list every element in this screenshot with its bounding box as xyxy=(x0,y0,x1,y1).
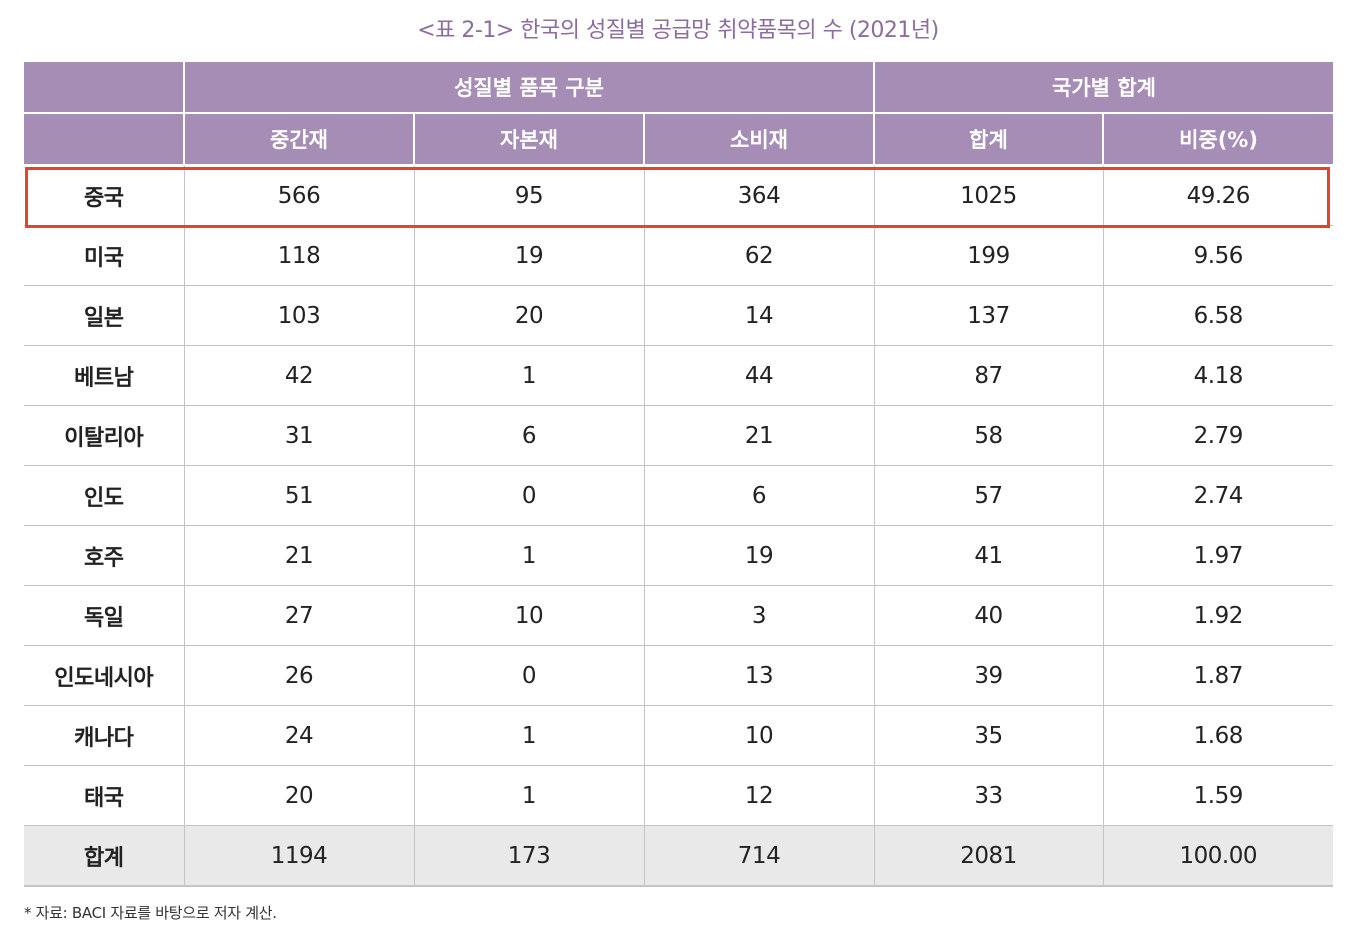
country-cell: 캐나다 xyxy=(24,705,185,766)
consumer-cell: 13 xyxy=(644,645,875,706)
intermediate-cell: 103 xyxy=(184,285,415,346)
consumer-cell: 3 xyxy=(644,585,875,646)
consumer-cell: 44 xyxy=(644,345,875,406)
share-cell: 1.97 xyxy=(1103,525,1334,586)
country-cell: 미국 xyxy=(24,225,185,286)
total-consumer-cell: 714 xyxy=(644,825,875,887)
share-cell: 1.68 xyxy=(1103,705,1334,766)
header-consumer: 소비재 xyxy=(644,113,875,166)
country-cell: 중국 xyxy=(24,165,185,226)
share-cell: 1.92 xyxy=(1103,585,1334,646)
header-group-by-country: 국가별 합계 xyxy=(874,62,1334,114)
capital-cell: 19 xyxy=(414,225,645,286)
capital-cell: 10 xyxy=(414,585,645,646)
share-cell: 6.58 xyxy=(1103,285,1334,346)
share-cell: 1.59 xyxy=(1103,765,1334,826)
consumer-cell: 10 xyxy=(644,705,875,766)
table-row: 미국 118 19 62 199 9.56 xyxy=(24,225,1334,286)
total-cell: 1025 xyxy=(874,165,1104,226)
total-cell: 40 xyxy=(874,585,1104,646)
total-capital-cell: 173 xyxy=(414,825,645,887)
country-cell: 일본 xyxy=(24,285,185,346)
share-cell: 49.26 xyxy=(1103,165,1334,226)
capital-cell: 1 xyxy=(414,705,645,766)
data-table: 성질별 품목 구분 국가별 합계 중간재 자본재 소비재 합계 비중(%) 중국… xyxy=(24,62,1334,887)
total-cell: 41 xyxy=(874,525,1104,586)
table-row: 인도네시아 26 0 13 39 1.87 xyxy=(24,645,1334,706)
total-row: 합계 1194 173 714 2081 100.00 xyxy=(24,825,1334,887)
country-cell: 이탈리아 xyxy=(24,405,185,466)
country-cell: 인도네시아 xyxy=(24,645,185,706)
consumer-cell: 6 xyxy=(644,465,875,526)
capital-cell: 1 xyxy=(414,345,645,406)
intermediate-cell: 27 xyxy=(184,585,415,646)
total-cell: 87 xyxy=(874,345,1104,406)
intermediate-cell: 118 xyxy=(184,225,415,286)
consumer-cell: 12 xyxy=(644,765,875,826)
total-cell: 39 xyxy=(874,645,1104,706)
header-corner-lower xyxy=(24,113,185,166)
table-row: 중국 566 95 364 1025 49.26 xyxy=(24,165,1334,226)
intermediate-cell: 566 xyxy=(184,165,415,226)
consumer-cell: 14 xyxy=(644,285,875,346)
total-intermediate-cell: 1194 xyxy=(184,825,415,887)
total-cell: 35 xyxy=(874,705,1104,766)
capital-cell: 1 xyxy=(414,765,645,826)
table-row: 호주 21 1 19 41 1.97 xyxy=(24,525,1334,586)
consumer-cell: 364 xyxy=(644,165,875,226)
country-cell: 태국 xyxy=(24,765,185,826)
source-note: * 자료: BACI 자료를 바탕으로 저자 계산. xyxy=(24,904,277,922)
table-caption: <표 2-1> 한국의 성질별 공급망 취약품목의 수 (2021년) xyxy=(417,18,939,43)
share-cell: 2.79 xyxy=(1103,405,1334,466)
table-row: 이탈리아 31 6 21 58 2.79 xyxy=(24,405,1334,466)
header-row-columns: 중간재 자본재 소비재 합계 비중(%) xyxy=(24,113,1334,166)
table-row: 태국 20 1 12 33 1.59 xyxy=(24,765,1334,826)
intermediate-cell: 26 xyxy=(184,645,415,706)
share-cell: 4.18 xyxy=(1103,345,1334,406)
capital-cell: 20 xyxy=(414,285,645,346)
header-share: 비중(%) xyxy=(1103,113,1334,166)
header-corner xyxy=(24,62,185,114)
table-row: 일본 103 20 14 137 6.58 xyxy=(24,285,1334,346)
total-cell: 58 xyxy=(874,405,1104,466)
consumer-cell: 19 xyxy=(644,525,875,586)
total-share-cell: 100.00 xyxy=(1103,825,1334,887)
intermediate-cell: 24 xyxy=(184,705,415,766)
table-row: 독일 27 10 3 40 1.92 xyxy=(24,585,1334,646)
intermediate-cell: 20 xyxy=(184,765,415,826)
share-cell: 2.74 xyxy=(1103,465,1334,526)
capital-cell: 95 xyxy=(414,165,645,226)
header-total: 합계 xyxy=(874,113,1104,166)
country-cell: 독일 xyxy=(24,585,185,646)
consumer-cell: 62 xyxy=(644,225,875,286)
country-cell: 인도 xyxy=(24,465,185,526)
total-cell: 199 xyxy=(874,225,1104,286)
total-total-cell: 2081 xyxy=(874,825,1104,887)
header-row-group: 성질별 품목 구분 국가별 합계 xyxy=(24,62,1334,114)
header-capital: 자본재 xyxy=(414,113,645,166)
intermediate-cell: 42 xyxy=(184,345,415,406)
header-intermediate: 중간재 xyxy=(184,113,415,166)
header-group-by-type: 성질별 품목 구분 xyxy=(184,62,875,114)
total-cell: 57 xyxy=(874,465,1104,526)
total-cell: 137 xyxy=(874,285,1104,346)
country-cell: 베트남 xyxy=(24,345,185,406)
table-row: 인도 51 0 6 57 2.74 xyxy=(24,465,1334,526)
capital-cell: 0 xyxy=(414,465,645,526)
total-label-cell: 합계 xyxy=(24,825,185,887)
country-cell: 호주 xyxy=(24,525,185,586)
table-row: 캐나다 24 1 10 35 1.68 xyxy=(24,705,1334,766)
table-row: 베트남 42 1 44 87 4.18 xyxy=(24,345,1334,406)
intermediate-cell: 31 xyxy=(184,405,415,466)
capital-cell: 1 xyxy=(414,525,645,586)
share-cell: 9.56 xyxy=(1103,225,1334,286)
capital-cell: 6 xyxy=(414,405,645,466)
total-cell: 33 xyxy=(874,765,1104,826)
intermediate-cell: 21 xyxy=(184,525,415,586)
share-cell: 1.87 xyxy=(1103,645,1334,706)
capital-cell: 0 xyxy=(414,645,645,706)
consumer-cell: 21 xyxy=(644,405,875,466)
intermediate-cell: 51 xyxy=(184,465,415,526)
